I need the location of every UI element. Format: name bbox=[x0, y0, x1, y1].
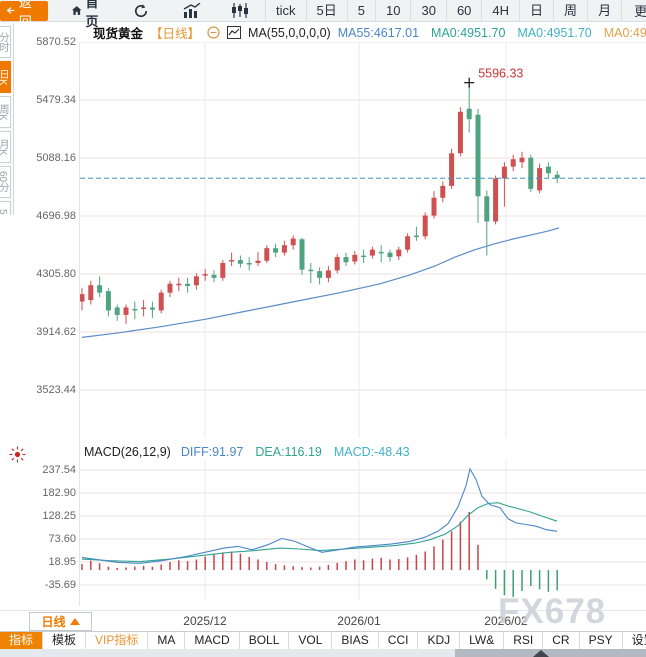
trend-chart-button[interactable] bbox=[175, 0, 209, 22]
period-dropdown[interactable]: 日线 bbox=[29, 612, 92, 631]
period-tick[interactable]: tick bbox=[265, 0, 306, 22]
xaxis-label-2026/01: 2026/01 bbox=[337, 614, 381, 628]
left-tab-周K[interactable]: 周K bbox=[0, 96, 11, 128]
expand-arrow-icon[interactable] bbox=[533, 650, 549, 657]
collapse-indicator-icon[interactable] bbox=[207, 26, 220, 39]
home-icon bbox=[72, 6, 82, 15]
indicator-tab-MA[interactable]: MA bbox=[148, 632, 186, 649]
bottom-scroll-track bbox=[0, 649, 646, 657]
price-tick-5088.16: 5088.16 bbox=[36, 152, 76, 164]
mini-chart-icon[interactable] bbox=[227, 26, 242, 39]
macd-tick--35.69: -35.69 bbox=[44, 579, 76, 592]
ma-value-MA0: MA0:4951.70 bbox=[603, 25, 646, 40]
triangle-up-icon bbox=[69, 618, 80, 625]
macd-tick-128.25: 128.25 bbox=[42, 510, 76, 523]
price-tick-3914.62: 3914.62 bbox=[36, 326, 76, 338]
left-tab-日K[interactable]: 日K bbox=[0, 61, 11, 93]
period-dropdown-label: 日线 bbox=[41, 615, 66, 629]
symbol-name: 现货黄金 bbox=[93, 27, 144, 41]
macd-tick-182.90: 182.90 bbox=[42, 487, 76, 500]
indicator-tab-KDJ[interactable]: KDJ bbox=[418, 632, 461, 649]
macd-header: MACD(26,12,9) DIFF:91.97 DEA:116.19 MACD:-… bbox=[84, 444, 410, 459]
alert-dot-icon[interactable] bbox=[9, 446, 26, 463]
back-button[interactable]: 返回 bbox=[0, 0, 49, 29]
macd-tick-18.95: 18.95 bbox=[48, 556, 76, 569]
indicator-tab-PSY[interactable]: PSY bbox=[580, 632, 623, 649]
indicator-tab-模板[interactable]: 模板 bbox=[43, 632, 87, 649]
macd-values: DIFF:91.97 DEA:116.19 MACD:-48.43 bbox=[181, 445, 410, 459]
macd-value-DEA: DEA:116.19 bbox=[255, 444, 322, 459]
price-tick-5479.34: 5479.34 bbox=[36, 94, 76, 106]
home-label: 首页 bbox=[85, 0, 99, 29]
left-tab-月K[interactable]: 月K bbox=[0, 131, 11, 163]
period-10[interactable]: 10 bbox=[375, 0, 410, 22]
ma-value-MA0: MA0:4951.70 bbox=[517, 25, 592, 40]
indicator-tab-CR[interactable]: CR bbox=[543, 632, 580, 649]
period-5[interactable]: 5 bbox=[346, 0, 375, 22]
refresh-button[interactable] bbox=[125, 0, 157, 22]
period-周[interactable]: 周 bbox=[553, 0, 587, 22]
refresh-icon bbox=[135, 3, 148, 17]
axis-line bbox=[79, 42, 80, 606]
period-4H[interactable]: 4H bbox=[481, 0, 519, 22]
left-tab-分时[interactable]: 分时 bbox=[0, 26, 11, 58]
period-60[interactable]: 60 bbox=[445, 0, 481, 22]
ma-params-label: MA(55,0,0,0,0) bbox=[248, 25, 331, 40]
symbol-period: 【日线】 bbox=[150, 27, 201, 41]
macd-tick-73.60: 73.60 bbox=[48, 533, 76, 546]
more-label: 更多 bbox=[634, 4, 646, 19]
price-tick-5870.52: 5870.52 bbox=[36, 36, 76, 48]
peak-price-annotation: 5596.33 bbox=[478, 67, 523, 81]
left-tab-60分[interactable]: 60分 bbox=[0, 166, 11, 198]
price-tick-4696.98: 4696.98 bbox=[36, 210, 76, 222]
xaxis-row: 日线 2025/12 2026/01 2026/02 bbox=[0, 610, 646, 631]
indicator-tab-LW&[interactable]: LW& bbox=[460, 632, 505, 649]
macd-value-MACD: MACD:-48.43 bbox=[333, 444, 410, 459]
ma-value-MA0: MA0:4951.70 bbox=[431, 25, 506, 40]
period-30[interactable]: 30 bbox=[410, 0, 445, 22]
candlestick-view-button[interactable] bbox=[223, 0, 257, 22]
indicator-tab-设置[interactable]: 设置 bbox=[623, 632, 646, 649]
symbol-header: 现货黄金 【日线】 MA(55,0,0,0,0) MA55:4617.01 MA0… bbox=[93, 25, 646, 42]
back-label: 返回 bbox=[18, 0, 32, 29]
period-5日[interactable]: 5日 bbox=[305, 0, 347, 22]
more-menu-button[interactable]: 更多 bbox=[621, 0, 646, 22]
indicator-tab-VIP指标[interactable]: VIP指标 bbox=[86, 632, 149, 649]
xaxis-label-2026/02: 2026/02 bbox=[484, 614, 528, 628]
indicator-tab-BOLL[interactable]: BOLL bbox=[240, 632, 290, 649]
main-chart[interactable]: 5596.33 bbox=[79, 41, 646, 443]
bottom-scroll-thumb[interactable] bbox=[455, 649, 646, 657]
price-tick-3523.44: 3523.44 bbox=[36, 384, 76, 396]
indicator-tab-MACD[interactable]: MACD bbox=[185, 632, 240, 649]
indicator-tab-BIAS[interactable]: BIAS bbox=[332, 632, 379, 649]
macd-value-DIFF: DIFF:91.97 bbox=[180, 444, 244, 459]
period-selector: tick 5日 5 10 30 60 4H 日周月 bbox=[265, 0, 621, 22]
indicator-tab-RSI[interactable]: RSI bbox=[504, 632, 544, 649]
indicator-tab-CCI[interactable]: CCI bbox=[379, 632, 419, 649]
price-tick-4305.80: 4305.80 bbox=[36, 268, 76, 280]
indicator-tabbar: 指标 模板 VIP指标 MA MACD BOLL VOL BIAS CCI KDJ LW& RSI CR… bbox=[0, 631, 646, 649]
ma-values: MA55:4617.01 MA0:4951.70 MA0:4951.70 MA0:49… bbox=[338, 26, 646, 40]
left-tab-5分[interactable]: 5分 bbox=[0, 201, 11, 215]
ma-value-MA55: MA55:4617.01 bbox=[337, 25, 420, 40]
period-月[interactable]: 月 bbox=[587, 0, 621, 22]
back-arrow-icon bbox=[7, 7, 15, 14]
macd-chart[interactable] bbox=[80, 460, 646, 605]
trend-chart-icon bbox=[183, 3, 201, 18]
indicator-tab-VOL[interactable]: VOL bbox=[289, 632, 333, 649]
xaxis-label-2025/12: 2025/12 bbox=[183, 614, 227, 628]
candlestick-icon bbox=[232, 3, 249, 18]
macd-tick-237.54: 237.54 bbox=[42, 464, 76, 477]
macd-params-label: MACD(26,12,9) bbox=[84, 444, 171, 459]
indicator-tab-指标[interactable]: 指标 bbox=[0, 632, 44, 649]
home-button[interactable]: 首页 bbox=[64, 0, 111, 29]
period-日[interactable]: 日 bbox=[519, 0, 553, 22]
